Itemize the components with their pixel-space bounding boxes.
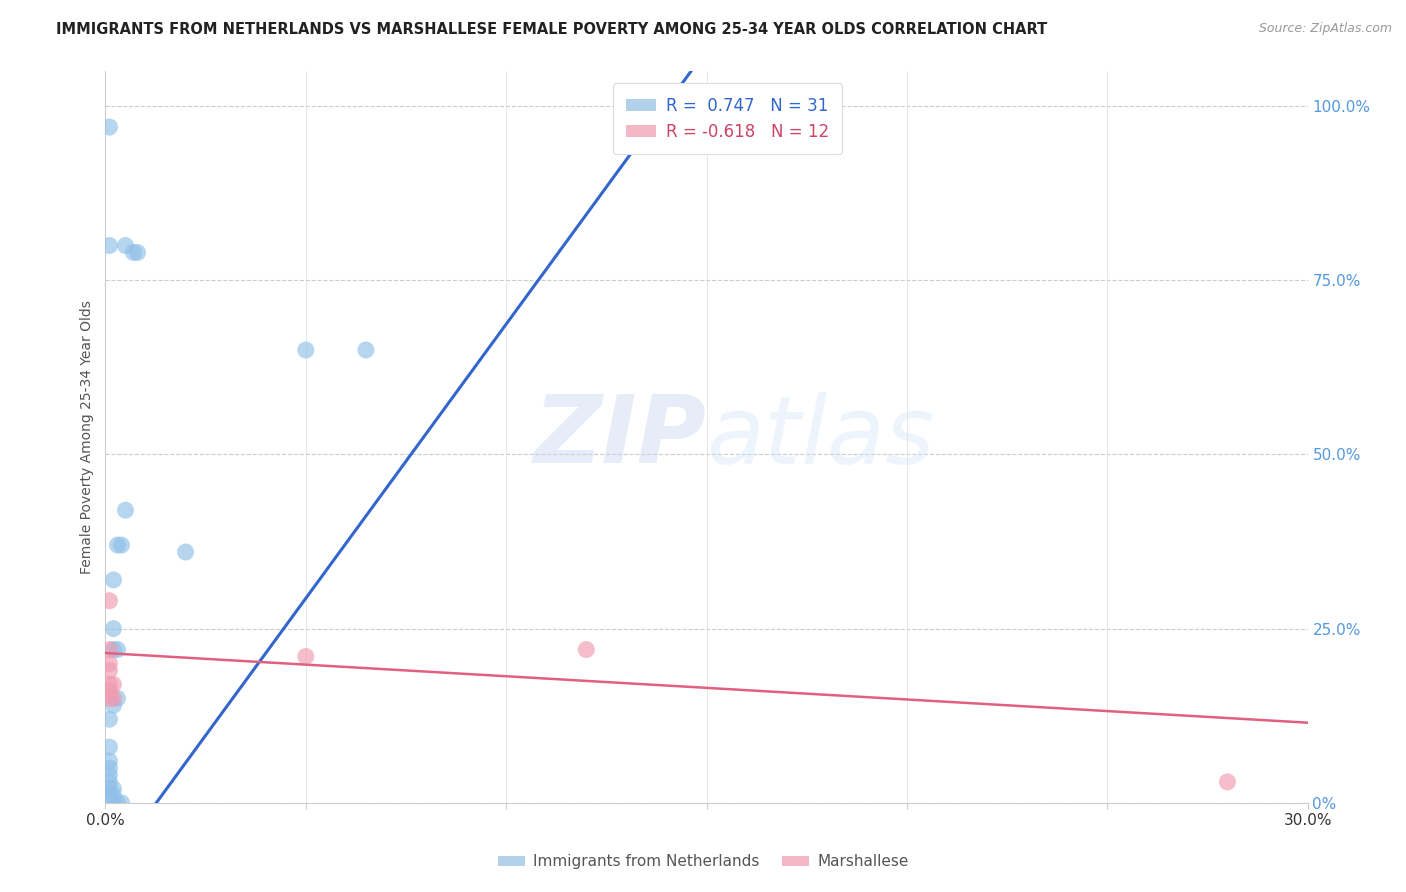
Point <box>107 642 129 657</box>
Legend: R =  0.747   N = 31, R = -0.618   N = 12: R = 0.747 N = 31, R = -0.618 N = 12 <box>613 83 842 154</box>
Point <box>1216 775 1239 789</box>
Point <box>103 789 125 803</box>
Point <box>103 698 125 713</box>
Point <box>98 684 121 698</box>
Point <box>107 796 129 810</box>
Point <box>655 120 678 134</box>
Point <box>110 796 132 810</box>
Point <box>98 657 121 671</box>
Point <box>127 245 149 260</box>
Point <box>103 691 125 706</box>
Point <box>98 238 121 252</box>
Point <box>114 503 136 517</box>
Point <box>103 781 125 796</box>
Point <box>98 781 121 796</box>
Point <box>295 343 318 357</box>
Point <box>110 538 132 552</box>
Point <box>114 238 136 252</box>
Point <box>98 761 121 775</box>
Point <box>107 691 129 706</box>
Point <box>103 642 125 657</box>
Point <box>107 538 129 552</box>
Text: atlas: atlas <box>707 392 935 483</box>
Text: IMMIGRANTS FROM NETHERLANDS VS MARSHALLESE FEMALE POVERTY AMONG 25-34 YEAR OLDS : IMMIGRANTS FROM NETHERLANDS VS MARSHALLE… <box>56 22 1047 37</box>
Point <box>98 642 121 657</box>
Point <box>98 740 121 755</box>
Point <box>103 677 125 691</box>
Point <box>98 677 121 691</box>
Point <box>98 768 121 782</box>
Point <box>103 622 125 636</box>
Point <box>575 642 598 657</box>
Point <box>103 573 125 587</box>
Point <box>98 594 121 608</box>
Text: ZIP: ZIP <box>534 391 707 483</box>
Point <box>98 789 121 803</box>
Legend: Immigrants from Netherlands, Marshallese: Immigrants from Netherlands, Marshallese <box>492 848 914 875</box>
Point <box>98 691 121 706</box>
Point <box>354 343 377 357</box>
Point <box>122 245 145 260</box>
Point <box>98 754 121 768</box>
Point <box>295 649 318 664</box>
Point <box>103 796 125 810</box>
Text: Source: ZipAtlas.com: Source: ZipAtlas.com <box>1258 22 1392 36</box>
Point <box>98 775 121 789</box>
Point <box>98 712 121 726</box>
Point <box>98 120 121 134</box>
Y-axis label: Female Poverty Among 25-34 Year Olds: Female Poverty Among 25-34 Year Olds <box>80 300 94 574</box>
Point <box>98 664 121 678</box>
Point <box>174 545 197 559</box>
